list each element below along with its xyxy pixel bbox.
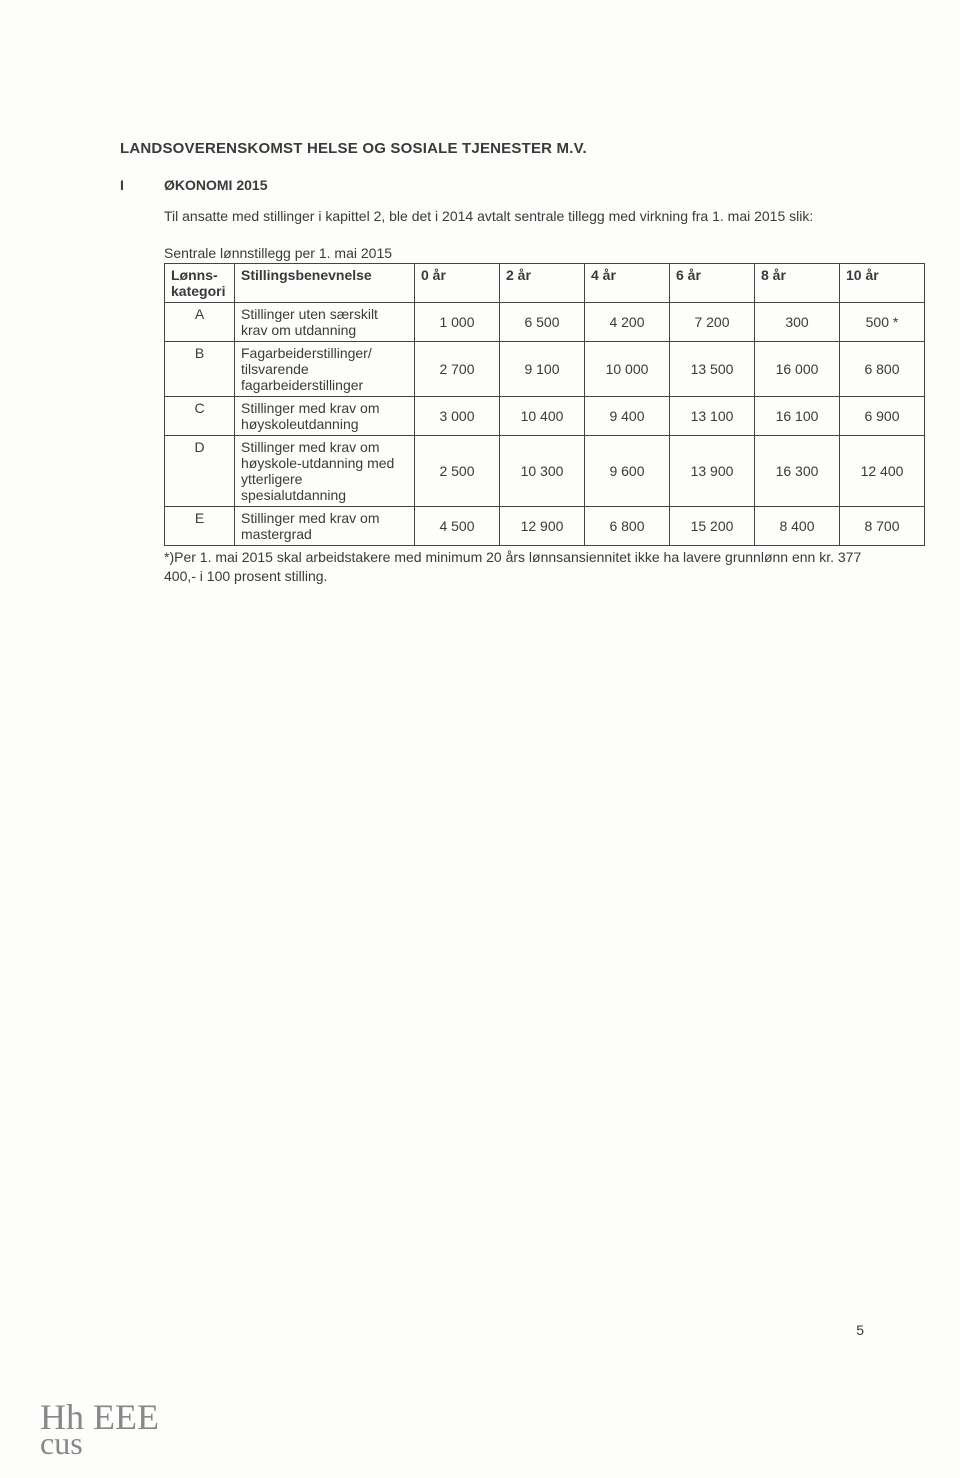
cell-category: D: [165, 435, 235, 506]
cell-value: 16 100: [755, 396, 840, 435]
cell-value: 7 200: [670, 302, 755, 341]
col-header-2yr: 2 år: [500, 263, 585, 302]
cell-description: Stillinger med krav om mastergrad: [235, 506, 415, 545]
col-header-10yr: 10 år: [840, 263, 925, 302]
section-heading-row: I ØKONOMI 2015: [120, 177, 870, 193]
cell-description: Fagarbeiderstillinger/ tilsvarende fagar…: [235, 341, 415, 396]
cell-value: 10 000: [585, 341, 670, 396]
cell-value: 4 500: [415, 506, 500, 545]
table-row: AStillinger uten særskilt krav om utdann…: [165, 302, 925, 341]
table-row: DStillinger med krav om høyskole-utdanni…: [165, 435, 925, 506]
cell-category: E: [165, 506, 235, 545]
cell-value: 8 700: [840, 506, 925, 545]
salary-table: Lønns-kategori Stillingsbenevnelse 0 år …: [164, 263, 925, 546]
cell-value: 3 000: [415, 396, 500, 435]
section-number: I: [120, 177, 134, 193]
cell-value: 12 400: [840, 435, 925, 506]
document-page: LANDSOVERENSKOMST HELSE OG SOSIALE TJENE…: [0, 0, 960, 647]
cell-value: 13 100: [670, 396, 755, 435]
table-row: BFagarbeiderstillinger/ tilsvarende faga…: [165, 341, 925, 396]
cell-value: 2 700: [415, 341, 500, 396]
cell-value: 15 200: [670, 506, 755, 545]
cell-value: 6 800: [840, 341, 925, 396]
table-row: CStillinger med krav om høyskoleutdannin…: [165, 396, 925, 435]
cell-value: 12 900: [500, 506, 585, 545]
table-caption: Sentrale lønnstillegg per 1. mai 2015: [164, 245, 870, 261]
cell-value: 2 500: [415, 435, 500, 506]
table-footnote: *)Per 1. mai 2015 skal arbeidstakere med…: [164, 548, 870, 587]
col-header-6yr: 6 år: [670, 263, 755, 302]
cell-value: 6 900: [840, 396, 925, 435]
cell-value: 9 100: [500, 341, 585, 396]
cell-description: Stillinger med krav om høyskoleutdanning: [235, 396, 415, 435]
cell-value: 10 400: [500, 396, 585, 435]
page-number: 5: [856, 1322, 864, 1338]
cell-value: 4 200: [585, 302, 670, 341]
cell-value: 6 800: [585, 506, 670, 545]
cell-category: B: [165, 341, 235, 396]
cell-category: C: [165, 396, 235, 435]
cell-value: 16 000: [755, 341, 840, 396]
table-head: Lønns-kategori Stillingsbenevnelse 0 år …: [165, 263, 925, 302]
document-title: LANDSOVERENSKOMST HELSE OG SOSIALE TJENE…: [120, 140, 870, 157]
cell-value: 13 900: [670, 435, 755, 506]
cell-value: 9 400: [585, 396, 670, 435]
cell-value: 10 300: [500, 435, 585, 506]
table-body: AStillinger uten særskilt krav om utdann…: [165, 302, 925, 545]
col-header-category: Lønns-kategori: [165, 263, 235, 302]
col-header-desc: Stillingsbenevnelse: [235, 263, 415, 302]
cell-description: Stillinger uten særskilt krav om utdanni…: [235, 302, 415, 341]
intro-paragraph: Til ansatte med stillinger i kapittel 2,…: [164, 207, 870, 227]
cell-value: 8 400: [755, 506, 840, 545]
cell-value: 300: [755, 302, 840, 341]
col-header-0yr: 0 år: [415, 263, 500, 302]
cell-category: A: [165, 302, 235, 341]
cell-value: 6 500: [500, 302, 585, 341]
handwritten-signatures: Hh EEE cus: [40, 1401, 159, 1458]
table-row: EStillinger med krav om mastergrad4 5001…: [165, 506, 925, 545]
cell-value: 16 300: [755, 435, 840, 506]
cell-value: 500 *: [840, 302, 925, 341]
col-header-8yr: 8 år: [755, 263, 840, 302]
section-heading: ØKONOMI 2015: [164, 177, 267, 193]
cell-value: 1 000: [415, 302, 500, 341]
table-header-row: Lønns-kategori Stillingsbenevnelse 0 år …: [165, 263, 925, 302]
cell-description: Stillinger med krav om høyskole-utdannin…: [235, 435, 415, 506]
col-header-4yr: 4 år: [585, 263, 670, 302]
cell-value: 9 600: [585, 435, 670, 506]
cell-value: 13 500: [670, 341, 755, 396]
